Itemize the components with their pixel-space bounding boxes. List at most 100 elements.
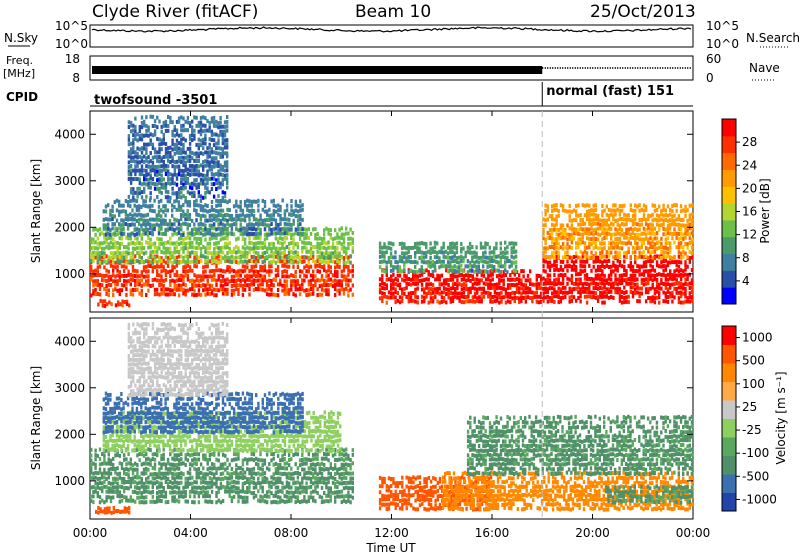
range-cell: [272, 209, 275, 214]
range-cell: [599, 294, 602, 299]
range-cell: [259, 213, 262, 218]
range-cell: [378, 260, 382, 265]
range-cell: [285, 217, 289, 222]
range-cell: [334, 260, 337, 265]
range-cell: [151, 489, 154, 494]
range-cell: [188, 203, 192, 208]
range-cell: [607, 265, 611, 269]
range-cell: [394, 277, 397, 281]
range-cell: [279, 251, 282, 256]
range-cell: [246, 228, 249, 233]
range-cell: [259, 245, 262, 250]
range-cell: [675, 217, 678, 222]
range-cell: [136, 467, 139, 472]
range-cell: [184, 288, 187, 293]
range-cell: [287, 231, 291, 236]
range-cell: [156, 165, 159, 169]
range-cell: [298, 274, 302, 279]
range-cell: [129, 277, 132, 282]
range-cell: [467, 273, 470, 278]
range-cell: [642, 208, 646, 213]
range-cell: [133, 198, 136, 203]
range-cell: [512, 260, 516, 265]
range-cell: [524, 295, 527, 300]
range-cell: [180, 147, 183, 152]
range-cell: [548, 236, 552, 241]
range-cell: [210, 133, 214, 138]
range-cell: [156, 472, 159, 477]
range-cell: [666, 241, 670, 246]
range-cell: [197, 129, 200, 134]
range-cell: [223, 173, 227, 178]
range-cell: [658, 286, 661, 291]
range-cell: [206, 209, 209, 214]
range-cell: [677, 254, 681, 259]
range-cell: [169, 172, 172, 177]
range-cell: [153, 249, 157, 254]
range-cell: [686, 296, 689, 301]
range-cell: [206, 150, 209, 155]
range-cell: [151, 499, 154, 504]
range-cell: [342, 260, 346, 265]
range-cell: [583, 268, 587, 273]
range-cell: [429, 282, 433, 287]
range-cell: [120, 462, 124, 466]
range-cell: [329, 259, 332, 264]
range-cell: [232, 246, 236, 251]
range-cell: [502, 270, 505, 275]
range-cell: [349, 254, 352, 259]
range-cell: [594, 221, 598, 226]
range-cell: [427, 286, 430, 291]
range-cell: [202, 208, 205, 213]
range-cell: [568, 286, 571, 291]
range-cell: [407, 245, 410, 250]
range-cell: [276, 273, 280, 278]
range-cell: [486, 264, 489, 269]
range-cell: [301, 217, 304, 222]
range-cell: [618, 223, 622, 228]
range-cell: [438, 256, 441, 261]
range-cell: [290, 223, 293, 227]
range-cell: [610, 285, 613, 290]
range-cell: [638, 264, 641, 269]
range-cell: [105, 448, 108, 453]
range-cell: [336, 270, 339, 275]
range-cell: [594, 281, 598, 286]
range-cell: [473, 281, 477, 286]
range-cell: [679, 223, 683, 228]
range-cell: [164, 490, 168, 495]
range-cell: [109, 471, 113, 476]
range-cell: [195, 278, 198, 283]
range-cell: [131, 273, 135, 278]
range-cell: [217, 209, 220, 214]
range-cell: [274, 293, 278, 298]
range-cell: [555, 227, 558, 232]
range-cell: [623, 232, 626, 236]
range-cell: [673, 269, 676, 274]
range-cell: [188, 241, 192, 246]
range-cell: [195, 254, 198, 259]
range-cell: [118, 209, 121, 214]
range-cell: [134, 168, 137, 173]
range-cell: [603, 246, 606, 251]
range-cell: [195, 231, 198, 235]
range-cell: [151, 177, 155, 181]
range-cell: [389, 260, 393, 265]
range-cell: [531, 296, 534, 300]
range-cell: [94, 246, 97, 251]
range-cell: [334, 265, 337, 270]
range-cell: [514, 249, 518, 254]
range-cell: [92, 500, 95, 505]
range-cell: [134, 461, 137, 466]
range-cell: [325, 283, 328, 288]
range-cell: [620, 241, 624, 245]
range-cell: [131, 260, 135, 265]
range-cell: [213, 254, 216, 259]
range-cell: [583, 273, 587, 278]
range-cell: [248, 282, 251, 287]
range-cell: [383, 269, 386, 274]
range-cell: [524, 290, 527, 295]
range-cell: [390, 295, 393, 300]
range-cell: [378, 296, 382, 301]
range-cell: [688, 217, 691, 222]
